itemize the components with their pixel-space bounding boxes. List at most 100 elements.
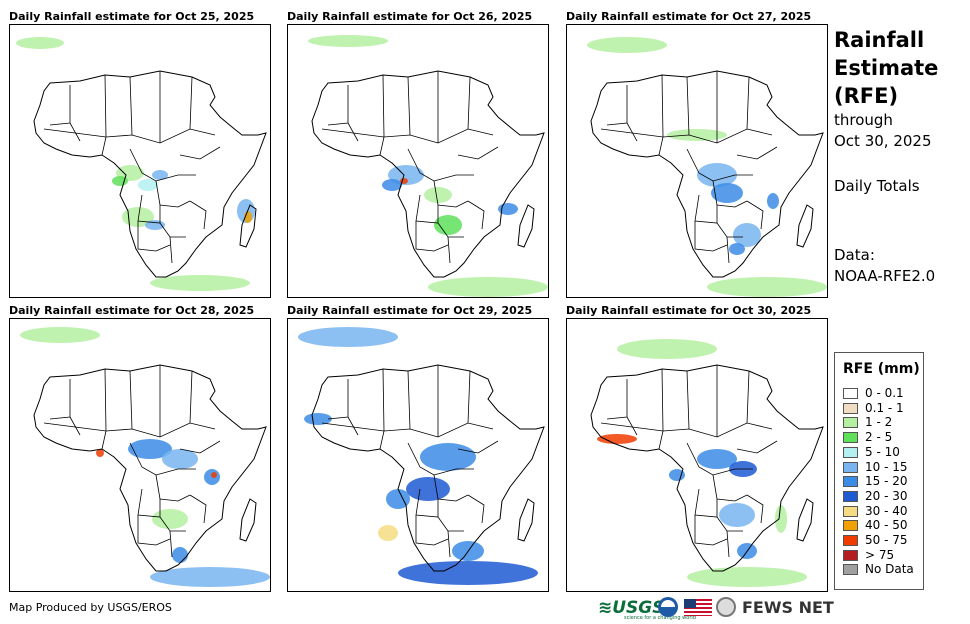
country-border (43, 128, 216, 144)
country-border (694, 488, 718, 518)
legend-swatch (843, 446, 858, 458)
country-border (694, 194, 718, 224)
panel-title: Daily Rainfall estimate for Oct 28, 2025 (9, 304, 255, 317)
country-border (69, 122, 81, 142)
country-border (437, 516, 464, 532)
legend-swatch (843, 549, 858, 561)
legend-label: 15 - 20 (865, 474, 908, 489)
country-border (447, 530, 451, 558)
map-title: Rainfall Estimate (RFE) (834, 26, 964, 110)
country-border (467, 494, 485, 524)
country-border (43, 422, 216, 438)
rainfall-area (775, 505, 787, 533)
country-border (746, 76, 750, 130)
rainfall-area (138, 179, 158, 191)
through-date: Oct 30, 2025 (834, 132, 932, 150)
rainfall-area (128, 439, 172, 459)
rainfall-map (9, 24, 271, 298)
rainfall-area (428, 277, 548, 297)
country-border (155, 474, 191, 502)
legend-swatch (843, 461, 858, 473)
legend-label: 10 - 15 (865, 459, 908, 474)
country-border (321, 128, 494, 144)
country-border (179, 440, 221, 454)
country-border (686, 370, 690, 430)
rainfall-map (566, 318, 828, 592)
country-border (600, 422, 773, 438)
country-border (626, 416, 638, 436)
country-border (321, 422, 494, 438)
rainfall-area (386, 489, 410, 509)
country-border (327, 379, 349, 420)
country-border (658, 430, 664, 450)
legend-swatch (843, 505, 858, 517)
country-border (169, 236, 173, 264)
rainfall-area (587, 37, 667, 53)
data-source: NOAA-RFE2.0 (834, 267, 936, 285)
country-border (347, 416, 359, 436)
legend-swatch (843, 520, 858, 532)
us-flag-icon (684, 599, 712, 616)
country-border (69, 416, 81, 436)
rainfall-area (597, 434, 637, 444)
rainfall-area (211, 472, 217, 478)
rainfall-area (150, 567, 270, 587)
country-border (407, 370, 411, 430)
rainfall-area (152, 170, 168, 180)
country-border (467, 200, 485, 230)
country-border (189, 494, 207, 524)
panel-title: Daily Rainfall estimate for Oct 29, 2025 (287, 304, 533, 317)
madagascar-outline (517, 498, 535, 542)
country-border (415, 488, 439, 518)
country-border (327, 85, 349, 126)
country-border (686, 76, 690, 136)
legend-label: 40 - 50 (865, 518, 908, 533)
rainfall-map (287, 318, 549, 592)
country-border (606, 85, 628, 126)
rainfall-area (617, 339, 717, 359)
map-title-line3: (RFE) (834, 84, 899, 108)
country-border (447, 236, 451, 264)
usgs-tagline: science for a changing world (624, 615, 696, 621)
usgs-logo-text: USGS (612, 598, 665, 618)
country-border (101, 430, 107, 450)
panel-title: Daily Rainfall estimate for Oct 25, 2025 (9, 10, 255, 23)
country-border (694, 221, 728, 252)
country-border (379, 430, 385, 450)
rainfall-area (382, 179, 402, 191)
legend-label: No Data (865, 562, 914, 577)
country-border (726, 236, 730, 264)
rainfall-area (378, 525, 398, 541)
totals-label: Daily Totals (834, 177, 920, 195)
country-border (661, 368, 664, 432)
country-border (382, 368, 385, 432)
country-border (457, 440, 499, 454)
legend-swatch (843, 388, 858, 399)
africa-coastline (311, 70, 545, 278)
rainfall-area (152, 509, 188, 529)
country-border (736, 146, 778, 160)
africa-map-svg (587, 37, 827, 297)
rainfall-area (711, 183, 743, 203)
rainfall-area (434, 215, 462, 235)
country-border (726, 530, 730, 558)
madagascar-outline (239, 498, 257, 542)
country-border (746, 370, 750, 424)
country-border (415, 194, 439, 224)
africa-map-svg (308, 35, 548, 297)
map-credit: Map Produced by USGS/EROS (9, 601, 172, 614)
rainfall-area (308, 35, 388, 47)
rainfall-area (112, 176, 128, 186)
country-border (712, 180, 748, 208)
rainfall-area (424, 187, 452, 203)
country-border (49, 379, 71, 420)
country-border (104, 368, 107, 432)
country-border (49, 85, 71, 126)
madagascar-outline (796, 498, 814, 542)
legend-swatch (843, 564, 858, 576)
country-border (169, 530, 173, 558)
rainfall-area (697, 449, 737, 469)
country-border (626, 122, 638, 142)
country-border (179, 146, 221, 160)
africa-coastline (590, 70, 824, 278)
